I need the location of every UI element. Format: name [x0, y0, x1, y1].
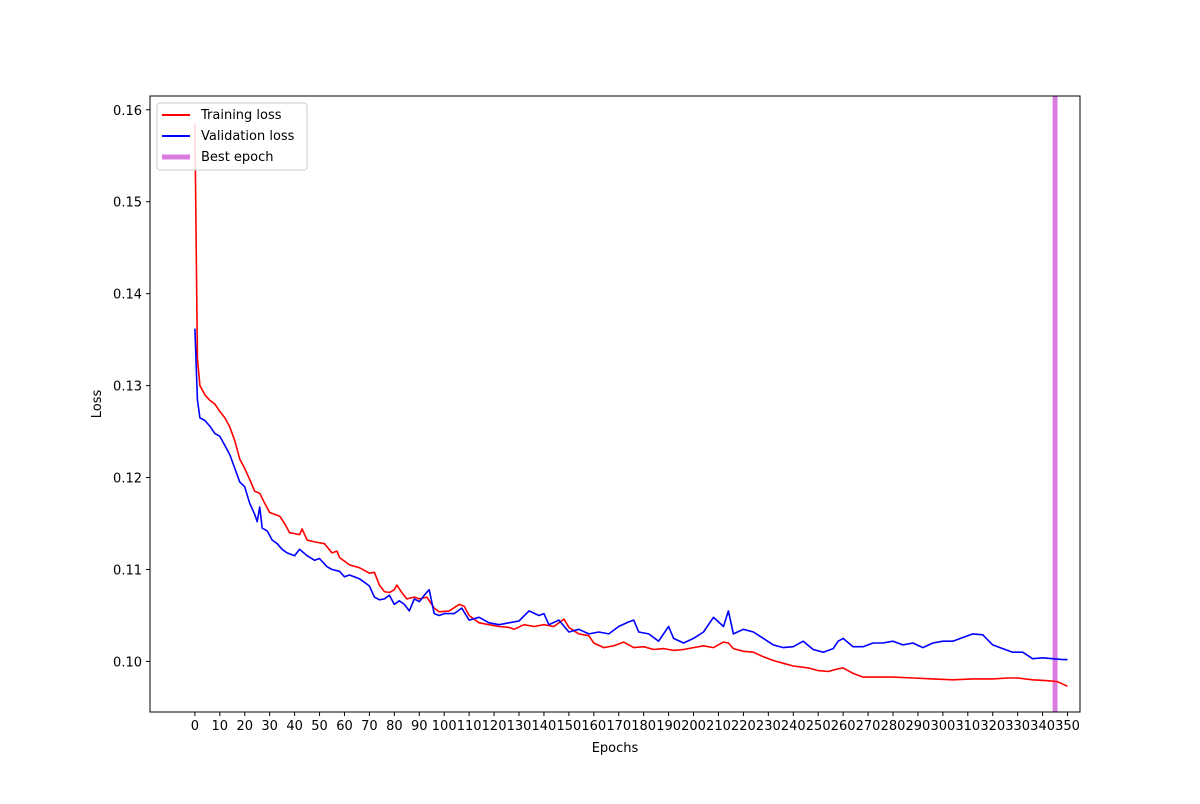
x-tick-label: 210	[706, 719, 731, 734]
x-tick-label: 90	[411, 719, 428, 734]
y-tick-label: 0.13	[113, 380, 142, 395]
x-tick-label: 260	[831, 719, 856, 734]
x-tick-label: 350	[1055, 719, 1080, 734]
x-tick-label: 240	[781, 719, 806, 734]
x-tick-label: 10	[212, 719, 229, 734]
x-tick-label: 190	[656, 719, 681, 734]
series-layer	[194, 123, 1068, 688]
y-tick-label: 0.11	[113, 563, 142, 578]
x-tick-label: 70	[361, 719, 378, 734]
x-tick-label: 60	[336, 719, 353, 734]
x-tick-label: 310	[955, 719, 980, 734]
y-axis-label: Loss	[90, 390, 105, 419]
x-axis-ticks: 0 10 20 30 40 50 60 70 80 90 100 110 120 130 140 150 160…	[191, 712, 1080, 734]
x-tick-label: 0	[191, 719, 199, 734]
x-tick-label: 290	[906, 719, 931, 734]
y-tick-label: 0.16	[113, 104, 142, 119]
x-tick-label: 160	[581, 719, 606, 734]
x-tick-label: 320	[980, 719, 1005, 734]
x-tick-label: 300	[930, 719, 955, 734]
x-tick-label: 80	[386, 719, 403, 734]
x-tick-label: 140	[532, 719, 557, 734]
y-tick-label: 0.12	[113, 472, 142, 487]
legend-box	[156, 102, 308, 171]
x-tick-label: 340	[1030, 719, 1055, 734]
x-tick-label: 120	[482, 719, 507, 734]
x-tick-label: 30	[261, 719, 278, 734]
x-tick-label: 150	[556, 719, 581, 734]
y-tick-label: 0.10	[113, 655, 142, 670]
training-loss-line	[194, 123, 1068, 688]
x-tick-label: 130	[507, 719, 532, 734]
x-tick-label: 170	[606, 719, 631, 734]
plot-frame	[149, 95, 1081, 713]
x-axis-label: Epochs	[592, 741, 639, 756]
x-tick-label: 330	[1005, 719, 1030, 734]
legend-label-training: Training loss	[200, 108, 282, 123]
x-tick-label: 280	[881, 719, 906, 734]
x-tick-label: 250	[806, 719, 831, 734]
x-tick-label: 40	[286, 719, 303, 734]
x-tick-label: 100	[432, 719, 457, 734]
legend-label-validation: Validation loss	[201, 129, 295, 144]
x-tick-label: 20	[236, 719, 253, 734]
y-tick-label: 0.14	[113, 288, 142, 303]
x-tick-label: 220	[731, 719, 756, 734]
y-axis-ticks: 0.10 0.11 0.12 0.13 0.14 0.15 0.16	[113, 104, 150, 670]
x-tick-label: 200	[681, 719, 706, 734]
legend-label-best-epoch: Best epoch	[201, 150, 274, 165]
x-tick-label: 270	[856, 719, 881, 734]
validation-loss-line	[194, 328, 1068, 661]
legend: Training loss Validation loss Best epoch	[156, 102, 308, 171]
x-tick-label: 50	[311, 719, 328, 734]
y-tick-label: 0.15	[113, 196, 142, 211]
x-tick-label: 230	[756, 719, 781, 734]
x-tick-label: 180	[631, 719, 656, 734]
x-tick-label: 110	[457, 719, 482, 734]
